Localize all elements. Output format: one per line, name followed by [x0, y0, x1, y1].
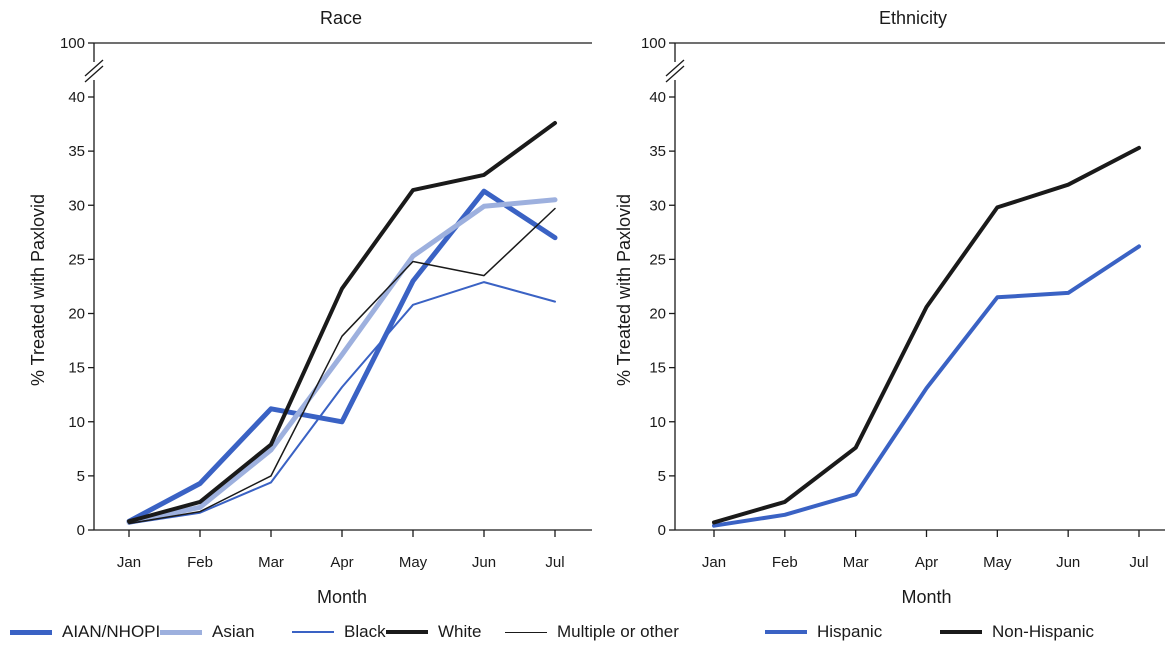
x-tick-label: Apr: [915, 554, 938, 571]
y-tick-label: 0: [658, 522, 666, 539]
legend-item-multiple-or-other: Multiple or other: [505, 622, 679, 642]
series-line-asian: [126, 197, 558, 525]
y-tick-label: 25: [68, 251, 85, 268]
y-tick-label: 5: [77, 468, 85, 485]
y-tick-label-100: 100: [641, 35, 666, 52]
legend-label: Multiple or other: [557, 622, 679, 641]
x-tick-label: Jul: [1129, 554, 1148, 571]
y-tick-label: 0: [77, 522, 85, 539]
legend-swatch: [386, 630, 428, 634]
x-tick-label: Mar: [843, 554, 869, 571]
chart-title: Ethnicity: [879, 8, 947, 28]
y-tick-label-100: 100: [60, 35, 85, 52]
legend-label: Black: [344, 622, 386, 641]
y-axis-label: % Treated with Paxlovid: [28, 194, 48, 386]
y-tick-label: 40: [649, 89, 666, 106]
legend-item-white: White: [386, 622, 481, 642]
legend-label: Non-Hispanic: [992, 622, 1095, 641]
x-axis-label: Month: [317, 587, 367, 607]
x-tick-label: Apr: [330, 554, 353, 571]
y-tick-label: 10: [649, 414, 666, 431]
x-tick-label: Jun: [472, 554, 496, 571]
y-tick-label: 15: [68, 360, 85, 377]
x-tick-label: Feb: [187, 554, 213, 571]
x-tick-label: Jan: [702, 554, 726, 571]
legend-swatch: [292, 631, 334, 633]
legend-label: Asian: [212, 622, 255, 641]
legend-item-asian: Asian: [160, 622, 255, 642]
series-line-hispanic: [712, 244, 1141, 528]
x-tick-label: Jun: [1056, 554, 1080, 571]
y-tick-label: 15: [649, 360, 666, 377]
series-line-multiple-or-other: [128, 207, 556, 525]
legend-label: White: [438, 622, 482, 641]
y-tick-label: 35: [68, 143, 85, 160]
y-tick-label: 30: [649, 197, 666, 214]
legend: AIAN/NHOPI Asian Black White Multiple or oth…: [0, 622, 1171, 648]
y-tick-label: 25: [649, 251, 666, 268]
y-axis-label: % Treated with Paxlovid: [614, 194, 634, 386]
x-tick-label: Feb: [772, 554, 798, 571]
legend-swatch: [940, 630, 982, 634]
legend-swatch: [160, 629, 202, 635]
legend-swatch: [505, 631, 547, 633]
legend-item-aian-nhopi: AIAN/NHOPI: [10, 622, 160, 642]
axis-break-mark: [665, 65, 685, 83]
y-tick-label: 35: [649, 143, 666, 160]
panel-race: Race 100 0 5 10 15 20 25 30 35 40 Jan Feb Mar Apr May Ju…: [28, 8, 592, 607]
axis-break-mark: [84, 65, 104, 83]
y-tick-label: 30: [68, 197, 85, 214]
panel-ethnicity: Ethnicity 100 0 5 10 15 20 25 30 35 40 Jan Feb Mar Apr…: [614, 8, 1165, 607]
legend-item-hispanic: Hispanic: [765, 622, 882, 642]
y-tick-label: 10: [68, 414, 85, 431]
axis-break-mark: [665, 59, 685, 77]
series-line-non-hispanic: [712, 145, 1141, 525]
legend-label: Hispanic: [817, 622, 883, 641]
x-tick-label: May: [983, 554, 1012, 571]
y-tick-label: 5: [658, 468, 666, 485]
axis-break-mark: [84, 59, 104, 77]
x-tick-label: Jul: [545, 554, 564, 571]
legend-item-black: Black: [292, 622, 386, 642]
y-tick-label: 40: [68, 89, 85, 106]
legend-swatch: [765, 630, 807, 634]
x-tick-label: Mar: [258, 554, 284, 571]
x-tick-label: Jan: [117, 554, 141, 571]
x-tick-label: May: [399, 554, 428, 571]
series-line-white: [127, 121, 557, 524]
legend-label: AIAN/NHOPI: [62, 622, 161, 641]
y-tick-label: 20: [649, 306, 666, 323]
chart-title: Race: [320, 8, 362, 28]
x-axis-label: Month: [901, 587, 951, 607]
legend-item-non-hispanic: Non-Hispanic: [940, 622, 1094, 642]
y-tick-label: 20: [68, 306, 85, 323]
legend-swatch: [10, 629, 52, 635]
